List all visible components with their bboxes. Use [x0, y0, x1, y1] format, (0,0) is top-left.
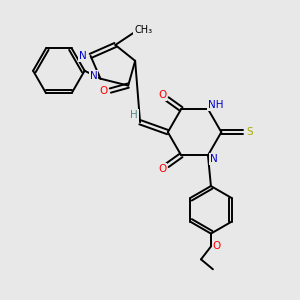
Text: O: O	[213, 242, 221, 251]
Text: O: O	[99, 85, 108, 96]
Text: CH₃: CH₃	[134, 25, 152, 35]
Text: N: N	[210, 154, 218, 164]
Text: N: N	[90, 71, 98, 81]
Text: NH: NH	[208, 100, 224, 110]
Text: N: N	[79, 51, 86, 61]
Text: O: O	[158, 90, 166, 100]
Text: O: O	[158, 164, 166, 174]
Text: S: S	[247, 127, 253, 137]
Text: H: H	[130, 110, 138, 120]
